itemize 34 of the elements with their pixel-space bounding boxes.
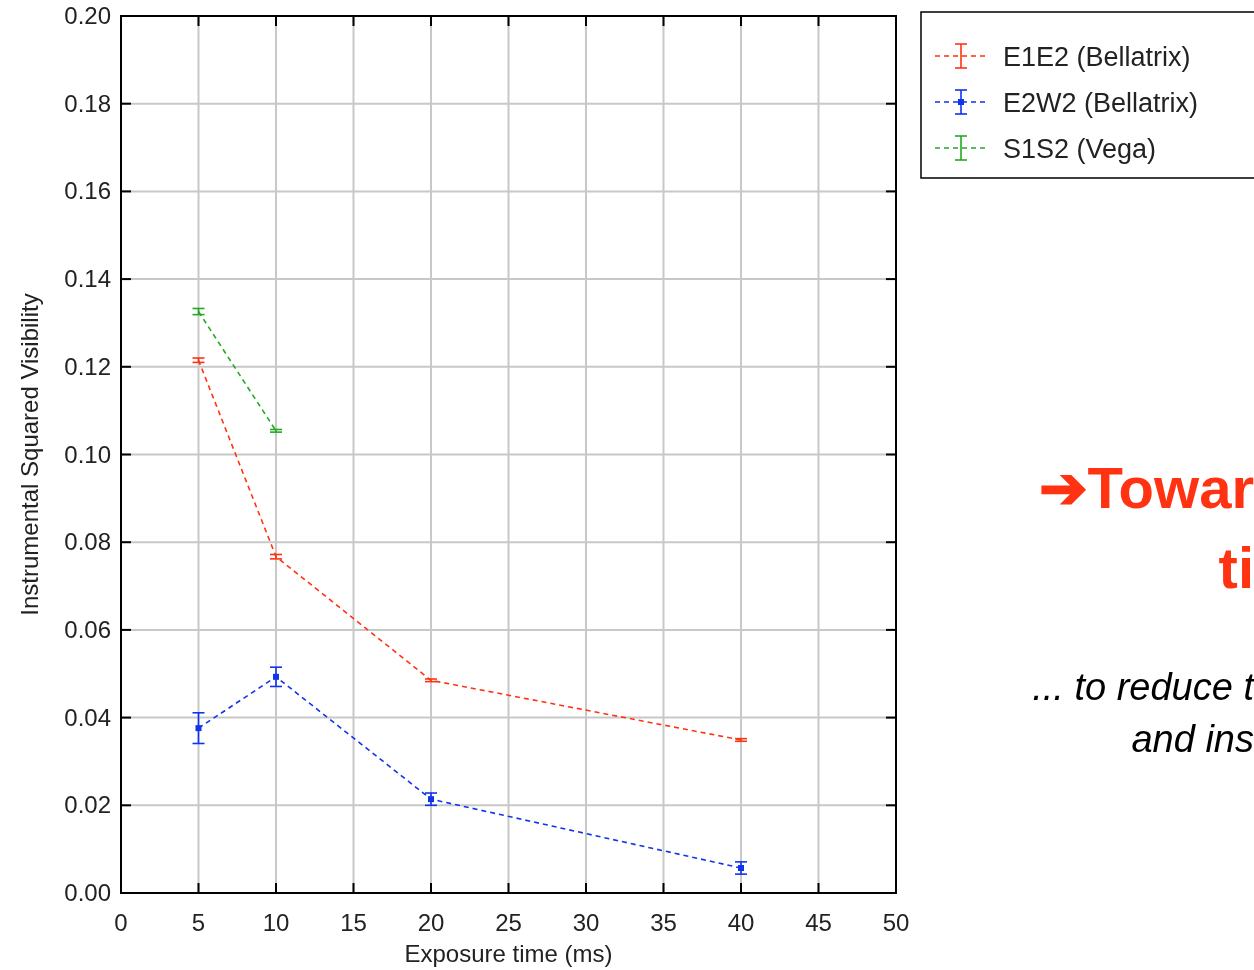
x-tick-label: 0	[114, 909, 128, 936]
point	[195, 725, 202, 732]
legend-label: S1S2 (Vega)	[1003, 134, 1157, 164]
y-axis-title: Instrumental Squared Visibility	[16, 293, 43, 616]
point	[428, 796, 434, 803]
y-tick-label: 0.02	[64, 791, 111, 819]
x-tick-label: 20	[417, 909, 445, 936]
y-tick-label: 0.08	[64, 528, 111, 556]
x-tick-label: 35	[650, 909, 677, 936]
y-tick-label: 0.16	[64, 177, 111, 205]
text: ti	[1218, 535, 1254, 600]
point	[738, 865, 744, 872]
y-tick-label: 0.10	[64, 440, 111, 468]
y-tick-label: 0.12	[64, 352, 111, 380]
legend-label: E1E2 (Bellatrix)	[1003, 42, 1191, 72]
legend-label: E2W2 (Bellatrix)	[1003, 88, 1199, 118]
x-tick-label: 30	[572, 909, 600, 936]
y-tick-label: 0.18	[64, 89, 111, 117]
x-tick-label: 40	[727, 909, 755, 936]
x-axis-title: Exposure time (ms)	[404, 940, 613, 967]
y-tick-label: 0.06	[64, 615, 111, 643]
x-tick-label: 50	[882, 909, 910, 936]
text: ➔Towar	[1038, 455, 1254, 520]
text: and ins	[1131, 718, 1254, 760]
y-tick-label: 0.00	[64, 879, 111, 906]
y-tick-label: 0.20	[64, 2, 111, 29]
x-tick-label: 45	[805, 909, 832, 936]
x-tick-label: 15	[340, 909, 367, 936]
x-tick-label: 25	[495, 909, 522, 936]
y-tick-label: 0.04	[64, 703, 111, 731]
x-tick-label: 5	[191, 909, 206, 936]
point	[273, 673, 279, 680]
y-tick-label: 0.14	[64, 265, 111, 293]
x-tick-label: 10	[262, 909, 290, 936]
